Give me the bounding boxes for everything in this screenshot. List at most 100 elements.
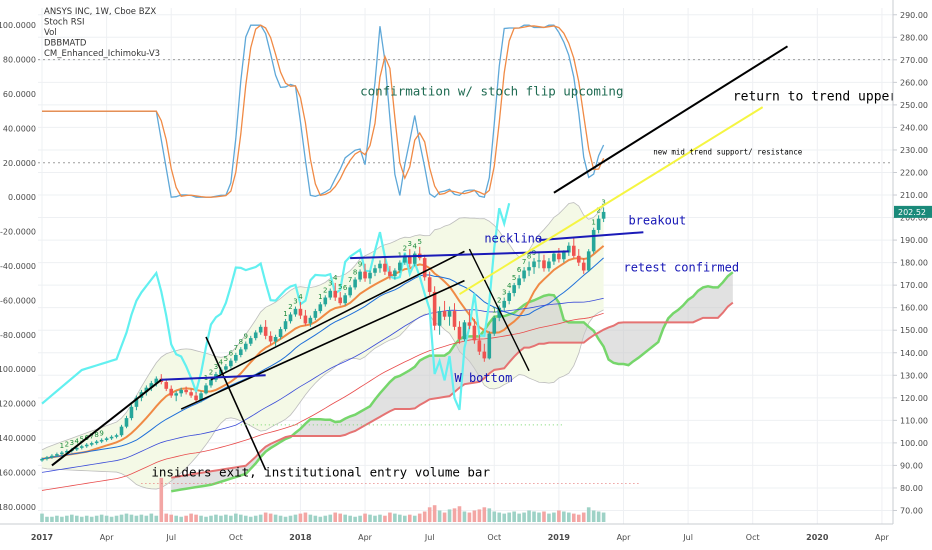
candle-body: [576, 255, 581, 263]
candle-body: [363, 271, 367, 279]
td-count-up: 4: [507, 282, 512, 290]
volume-bar: [239, 514, 243, 522]
td-count-up: 4: [298, 293, 303, 301]
time-tick-label: Oct: [487, 533, 501, 542]
volume-bar: [383, 515, 387, 522]
candle-body: [308, 317, 313, 324]
volume-bar: [527, 510, 531, 522]
candle-body: [393, 270, 397, 277]
candle-body: [94, 441, 99, 444]
volume-bar: [214, 514, 218, 522]
time-tick-label: 2020: [806, 533, 829, 542]
price-tick-label: 170.00: [900, 281, 928, 290]
candle-body: [571, 245, 576, 256]
td-count-up: 7: [234, 344, 238, 352]
volume-bar: [263, 512, 268, 522]
candle-body: [119, 426, 124, 436]
volume-bar: [179, 516, 183, 522]
candle-body: [452, 311, 457, 327]
td-count-up: 3: [293, 298, 297, 306]
volume-bar: [288, 515, 293, 522]
candle-body: [482, 351, 487, 359]
candle-body: [129, 406, 134, 419]
volume-bar: [497, 512, 502, 522]
volume-bar: [447, 509, 452, 522]
volume-bar: [65, 515, 69, 522]
candle-body: [532, 261, 536, 268]
neckline-extension: [538, 231, 644, 242]
volume-bar: [219, 515, 223, 522]
candle-body: [84, 444, 89, 447]
current-price-label: 202.52: [898, 208, 926, 217]
price-tick-label: 100.00: [900, 439, 928, 448]
bollinger-upper: [41, 202, 604, 451]
candle-body: [591, 229, 596, 252]
volume-bar: [502, 513, 507, 522]
stoch-tick-label: -100.0000: [0, 365, 36, 374]
td-count-up: 3: [328, 280, 332, 288]
volume-bar: [547, 513, 551, 522]
volume-bar: [388, 512, 392, 522]
td-count-up: 6: [229, 349, 234, 357]
candle-body: [567, 245, 571, 253]
candle-body: [497, 307, 502, 318]
td-count-up: 5: [512, 274, 516, 282]
price-tick-label: 140.00: [900, 349, 928, 358]
candle-body: [303, 315, 308, 324]
candle-body: [268, 335, 273, 342]
candle-body: [462, 322, 467, 340]
candle-body: [328, 290, 333, 298]
candle-body: [164, 382, 169, 389]
volume-bar: [422, 511, 427, 522]
td-count-up: 3: [601, 198, 605, 206]
time-tick-label: Jul: [682, 533, 693, 542]
volume-bar: [492, 511, 497, 522]
td-count-up: 1: [318, 293, 322, 301]
volume-bar: [189, 513, 193, 522]
stoch-tick-label: 20.0000: [3, 159, 36, 168]
ma-slow: [41, 297, 604, 473]
td-count-up: 5: [417, 238, 421, 246]
volume-bar: [308, 514, 313, 522]
price-tick-label: 220.00: [900, 168, 928, 177]
volume-bar: [258, 514, 263, 522]
time-tick-label: Apr: [875, 533, 890, 542]
current-price-tag: [894, 205, 932, 218]
candle-body: [79, 446, 84, 448]
candle-body: [537, 260, 541, 262]
volume-bar: [467, 512, 472, 522]
volume-bar: [517, 513, 521, 522]
time-tick-label: Apr: [358, 533, 373, 542]
price-tick-label: 250.00: [900, 101, 928, 110]
price-tick-label: 270.00: [900, 56, 928, 65]
td-count-up: 5: [224, 355, 228, 363]
price-tick-label: 150.00: [900, 326, 928, 335]
bollinger-fill: [42, 202, 604, 490]
bollinger-lower: [41, 309, 604, 490]
volume-bar: [243, 515, 248, 522]
senkou-span-b: [171, 301, 734, 479]
volume-bar: [552, 512, 556, 522]
candle-body: [581, 262, 586, 271]
legend-entry: DBBMATD: [44, 39, 87, 49]
td-count-up: 7: [522, 258, 526, 266]
stoch-tick-label: -120.0000: [0, 400, 36, 409]
candle-body: [383, 263, 387, 272]
time-tick-label: Jul: [424, 533, 435, 542]
candle-body: [457, 326, 462, 340]
candle-body: [104, 438, 109, 440]
candle-body: [522, 270, 526, 279]
price-tick-label: 120.00: [900, 394, 928, 403]
td-count-up: 5: [80, 436, 84, 444]
volume-bar: [601, 512, 606, 522]
td-count-up: 6: [343, 284, 348, 292]
candle-body: [562, 252, 566, 260]
volume-bar: [507, 512, 511, 522]
price-tick-label: 210.00: [900, 191, 928, 200]
candle-body: [239, 349, 243, 356]
candle-body: [114, 435, 119, 437]
volume-bar: [333, 512, 338, 522]
td-count-up: 3: [408, 240, 412, 248]
stoch-tick-label: -160.0000: [0, 468, 36, 477]
